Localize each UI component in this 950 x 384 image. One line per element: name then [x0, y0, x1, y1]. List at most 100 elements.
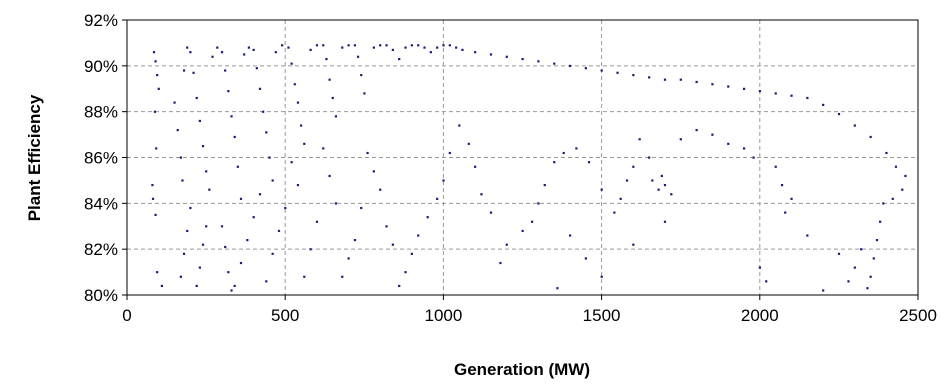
data-point — [208, 188, 211, 191]
data-point — [255, 67, 258, 70]
data-point — [192, 71, 195, 74]
data-point — [236, 165, 239, 168]
data-point — [303, 142, 306, 145]
data-point — [455, 46, 458, 49]
data-point — [154, 60, 157, 63]
data-point — [752, 156, 755, 159]
data-point — [258, 193, 262, 196]
data-point — [663, 184, 667, 187]
data-point — [648, 76, 651, 79]
data-point — [448, 151, 451, 155]
data-point — [632, 243, 635, 246]
data-point — [651, 179, 654, 182]
data-point — [474, 51, 477, 54]
data-point — [616, 71, 619, 74]
data-point — [521, 57, 524, 61]
data-point — [347, 44, 350, 47]
data-point — [347, 257, 350, 260]
data-point — [151, 197, 155, 200]
data-point — [154, 213, 157, 216]
data-point — [568, 64, 572, 68]
data-point — [663, 78, 667, 81]
data-point — [499, 261, 502, 265]
data-point — [274, 51, 277, 54]
data-point — [182, 69, 186, 72]
data-point — [243, 53, 246, 56]
data-point — [436, 46, 439, 49]
data-point — [153, 110, 157, 113]
data-point — [806, 96, 809, 100]
data-point — [379, 44, 382, 47]
data-point — [334, 115, 338, 118]
data-point — [211, 55, 214, 58]
data-point — [869, 135, 872, 139]
data-point — [372, 46, 375, 49]
data-point — [837, 252, 841, 255]
data-point — [632, 74, 635, 77]
data-point — [315, 44, 319, 47]
data-point — [765, 280, 768, 283]
data-point — [872, 257, 875, 260]
data-point — [151, 184, 154, 187]
data-point — [530, 220, 534, 223]
data-point — [195, 96, 198, 100]
data-point — [353, 239, 357, 242]
data-point — [679, 78, 682, 81]
data-point — [328, 174, 331, 178]
data-point — [847, 280, 850, 283]
data-point — [252, 216, 255, 219]
data-point — [353, 44, 357, 47]
grid-lines — [127, 20, 918, 295]
data-point — [290, 62, 293, 65]
data-point — [152, 51, 156, 54]
data-point — [879, 220, 882, 223]
data-point — [216, 46, 219, 49]
data-point — [205, 225, 208, 228]
data-point — [711, 133, 714, 136]
data-point — [265, 280, 268, 283]
data-point — [328, 78, 331, 81]
data-point — [341, 46, 344, 49]
data-point — [885, 151, 888, 155]
data-point — [423, 46, 426, 49]
data-point — [198, 119, 201, 123]
data-point — [220, 51, 224, 54]
data-point — [866, 287, 869, 290]
data-point — [442, 179, 445, 182]
data-point — [157, 87, 160, 90]
data-point — [458, 124, 461, 127]
data-point — [625, 179, 629, 182]
y-axis-title: Plant Efficiency — [25, 94, 44, 221]
data-point — [391, 243, 394, 246]
data-point — [363, 92, 366, 95]
y-tick-label: 92% — [84, 11, 118, 30]
data-point — [233, 284, 236, 288]
data-point — [181, 179, 184, 182]
data-point — [277, 229, 281, 233]
data-point — [619, 197, 622, 200]
data-point — [537, 60, 540, 63]
y-tick-label: 80% — [84, 286, 118, 305]
data-point — [315, 220, 319, 223]
data-point — [246, 239, 249, 242]
data-point — [201, 145, 205, 148]
data-point — [489, 211, 493, 214]
data-point — [186, 46, 189, 49]
data-point — [404, 46, 407, 49]
data-point — [173, 101, 176, 104]
x-tick-label: 500 — [271, 306, 299, 325]
data-point — [271, 179, 274, 182]
data-point — [882, 202, 885, 205]
data-point — [262, 110, 265, 113]
data-point — [230, 289, 233, 292]
data-point — [230, 115, 233, 118]
data-point — [480, 193, 483, 196]
data-point — [309, 248, 312, 251]
data-point — [875, 239, 879, 242]
data-point — [742, 87, 746, 90]
data-point — [556, 287, 559, 290]
data-point — [679, 138, 682, 141]
data-point — [300, 124, 303, 127]
data-point — [901, 188, 904, 191]
